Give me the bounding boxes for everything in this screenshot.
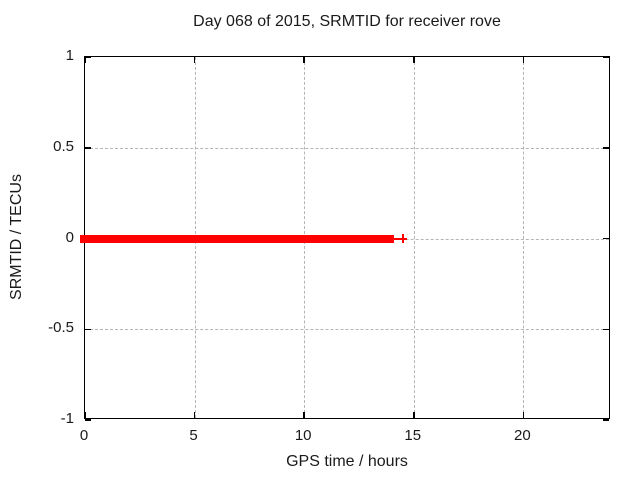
y-tick-left bbox=[85, 328, 91, 330]
x-gridline bbox=[523, 57, 525, 418]
x-tick-top bbox=[84, 57, 86, 63]
y-tick-right bbox=[603, 419, 609, 421]
x-tick-bottom bbox=[193, 412, 196, 418]
plot-area bbox=[80, 56, 610, 421]
x-tick-top bbox=[193, 57, 196, 63]
x-tick-bottom bbox=[522, 412, 525, 418]
x-tick-top bbox=[522, 57, 525, 63]
x-tick-label: 20 bbox=[513, 427, 531, 444]
chart-title: Day 068 of 2015, SRMTID for receiver rov… bbox=[193, 13, 501, 30]
y-tick-label: -0.5 bbox=[48, 319, 74, 337]
y-tick-right bbox=[603, 237, 609, 240]
x-axis-label: GPS time / hours bbox=[286, 453, 408, 470]
x-tick-label: 15 bbox=[404, 427, 422, 444]
y-tick-left bbox=[85, 147, 91, 149]
x-tick-label: 0 bbox=[79, 427, 89, 444]
x-tick-bottom bbox=[303, 412, 305, 418]
y-tick-right bbox=[603, 56, 609, 58]
y-tick-right bbox=[603, 147, 609, 149]
y-tick-left bbox=[85, 419, 91, 421]
y-gridline bbox=[85, 147, 609, 149]
y-tick-label: 0 bbox=[65, 228, 74, 246]
x-tick-top bbox=[303, 57, 305, 63]
x-tick-top bbox=[413, 57, 415, 63]
plus-marker-vertical-arm bbox=[401, 234, 404, 243]
series-dense-band bbox=[80, 234, 395, 243]
y-tick-label: -1 bbox=[60, 410, 74, 427]
y-tick-label: 0.5 bbox=[53, 137, 74, 155]
x-tick-label: 5 bbox=[189, 427, 198, 444]
series-point-plus bbox=[398, 234, 408, 243]
y-tick-label: 1 bbox=[65, 47, 74, 64]
x-gridline bbox=[413, 57, 415, 418]
x-tick-label: 10 bbox=[294, 427, 312, 444]
y-gridline bbox=[85, 329, 609, 331]
y-tick-right bbox=[603, 328, 609, 330]
x-tick-bottom bbox=[84, 412, 86, 418]
x-tick-bottom bbox=[413, 412, 415, 418]
series-point-dash bbox=[393, 237, 399, 240]
y-tick-left bbox=[85, 56, 91, 58]
